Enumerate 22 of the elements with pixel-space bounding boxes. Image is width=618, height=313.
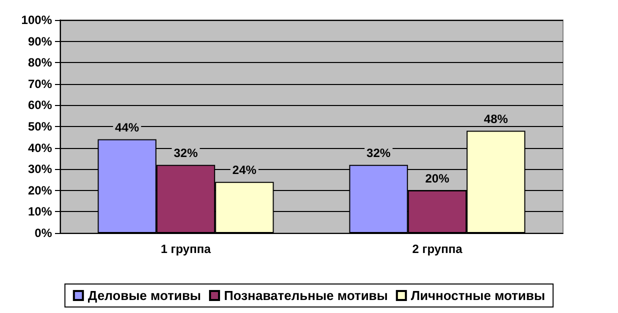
y-tick-label: 10% <box>28 204 52 219</box>
y-tick-label: 30% <box>28 162 52 176</box>
y-tick-label: 90% <box>28 34 52 48</box>
legend-label: Деловые мотивы <box>88 288 202 303</box>
y-tick-label: 70% <box>28 76 52 91</box>
y-tick-label: 60% <box>28 98 52 112</box>
y-tick-label: 20% <box>28 183 52 198</box>
data-label: 32% <box>366 146 391 160</box>
y-tick-label: 0% <box>34 226 52 240</box>
data-label: 32% <box>174 146 198 160</box>
data-label: 24% <box>232 162 257 177</box>
y-tick-label: 50% <box>28 120 52 134</box>
data-label: 44% <box>115 120 140 134</box>
legend-label: Познавательные мотивы <box>224 288 388 303</box>
data-label: 20% <box>425 171 450 186</box>
y-tick-label: 80% <box>28 56 52 70</box>
x-tick-label: 1 группа <box>160 242 212 256</box>
x-tick-label: 2 группа <box>412 242 463 256</box>
data-label: 48% <box>484 112 508 126</box>
y-tick-label: 100% <box>21 13 52 27</box>
y-tick-label: 40% <box>28 140 52 155</box>
legend-label: Личностные мотивы <box>410 288 546 303</box>
